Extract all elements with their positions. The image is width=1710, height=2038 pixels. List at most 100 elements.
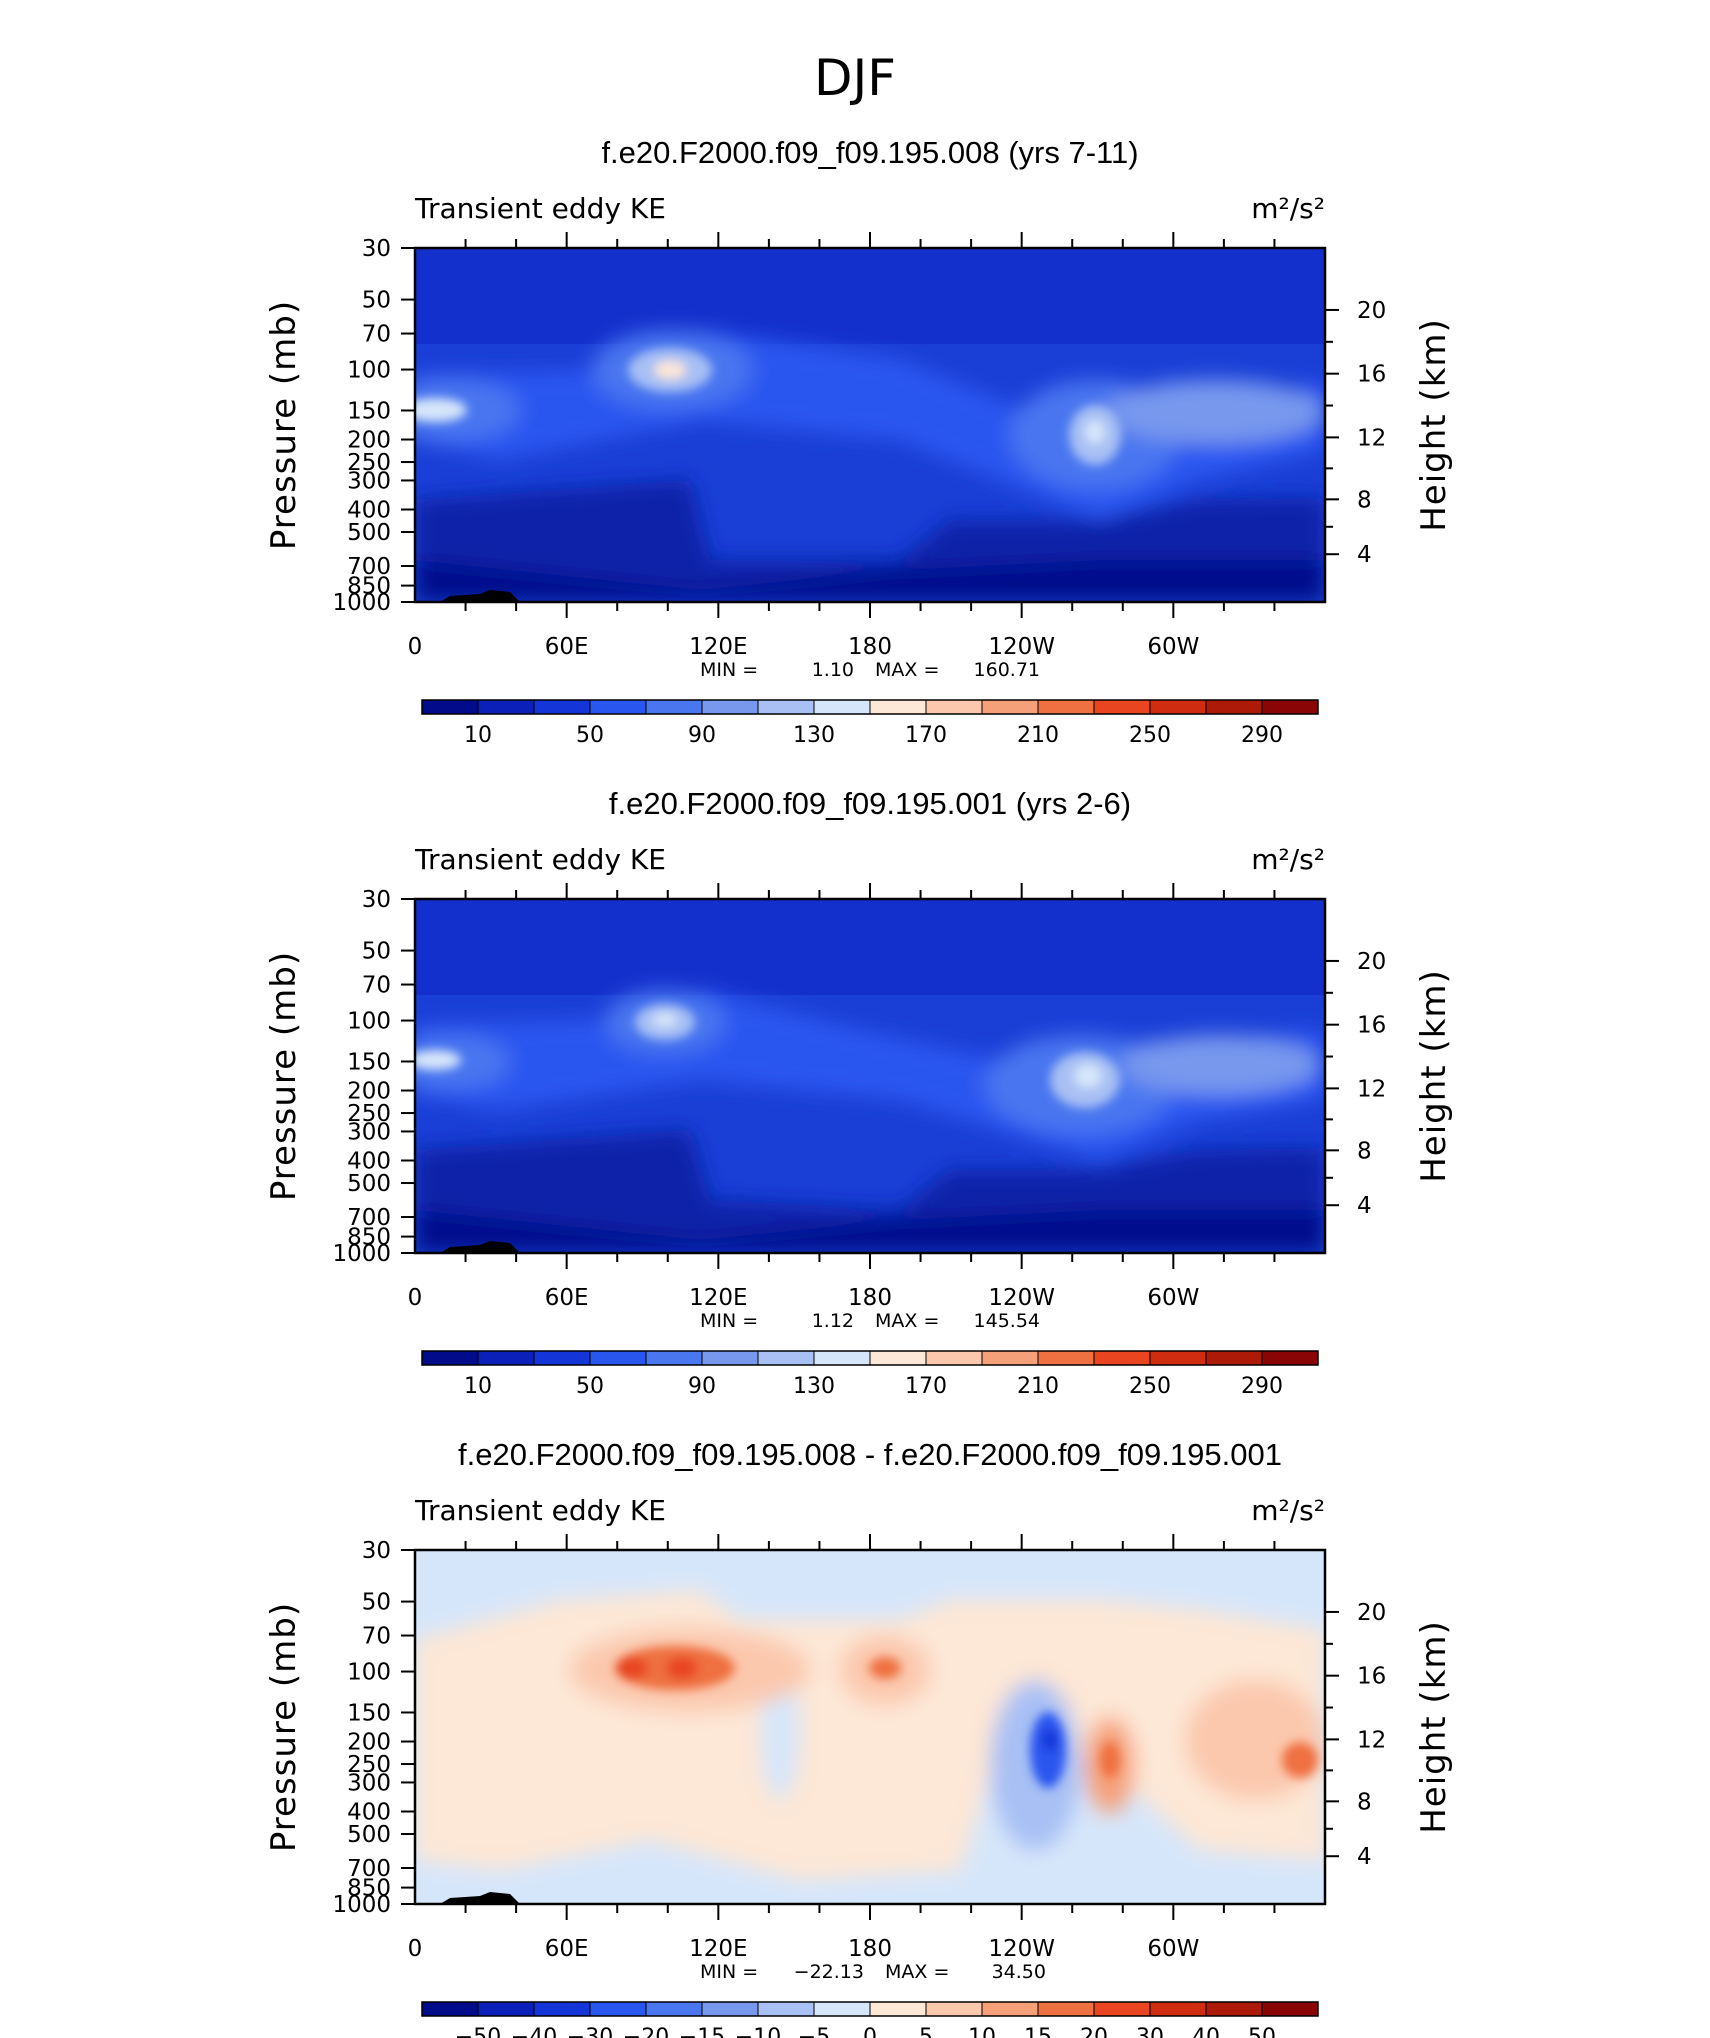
- panel-3-max-label: MAX =: [885, 1961, 949, 1983]
- x-tick-label: 120W: [988, 1936, 1055, 1962]
- x-tick-label: 180: [848, 1936, 892, 1962]
- colorbar-label: 90: [688, 723, 716, 748]
- x-tick-label: 120E: [689, 634, 747, 660]
- x-tick-label: 120E: [689, 1285, 747, 1311]
- y-tick-label: 300: [347, 1119, 391, 1145]
- colorbar-swatch: [758, 1351, 815, 1365]
- field-max-west: [415, 398, 467, 422]
- y-tick-label: 850: [347, 1225, 391, 1251]
- field-stratosphere: [415, 899, 1325, 995]
- y-tick-label: 50: [362, 939, 391, 965]
- y-tick-label: 700: [347, 1205, 391, 1231]
- y2-axis-title: Height (km): [1414, 318, 1454, 532]
- colorbar-swatch: [1094, 700, 1151, 714]
- field-jet-west: [415, 1034, 510, 1090]
- panel-3-units: m²/s²: [1251, 1494, 1325, 1527]
- colorbar-swatch: [1262, 1351, 1319, 1365]
- colorbar-swatch: [758, 2002, 815, 2016]
- y2-tick-label: 8: [1357, 1789, 1372, 1815]
- x-tick-label: 60E: [545, 1936, 589, 1962]
- colorbar-swatch: [702, 1351, 759, 1365]
- panel-2-max-label: MAX =: [875, 1310, 939, 1332]
- y-tick-label: 30: [362, 887, 391, 913]
- colorbar-label: −5: [798, 2025, 830, 2038]
- panel-1-min-value: 1.10: [812, 659, 854, 681]
- y-tick-label: 300: [347, 1770, 391, 1796]
- x-tick-label: 180: [848, 1285, 892, 1311]
- colorbar-swatch: [590, 2002, 647, 2016]
- colorbar-swatch: [646, 700, 703, 714]
- x-tick-label: 120E: [689, 1936, 747, 1962]
- y-tick-label: 250: [347, 1101, 391, 1127]
- colorbar-label: 130: [793, 723, 835, 748]
- colorbar-swatch: [422, 1351, 479, 1365]
- colorbar-swatch: [982, 700, 1039, 714]
- colorbar-swatch: [1262, 700, 1319, 714]
- field-max-1-core: [653, 1013, 677, 1027]
- colorbar-swatch: [478, 1351, 535, 1365]
- field-boundary-layer: [415, 1210, 1325, 1253]
- y-tick-label: 250: [347, 1752, 391, 1778]
- colorbar-swatch: [422, 700, 479, 714]
- y-tick-label: 30: [362, 236, 391, 262]
- y-tick-label: 50: [362, 288, 391, 314]
- colorbar-swatch: [1150, 700, 1207, 714]
- panel-3-title: f.e20.F2000.f09_f09.195.008 - f.e20.F200…: [458, 1437, 1282, 1472]
- y2-tick-label: 20: [1357, 298, 1386, 324]
- y-tick-label: 500: [347, 1822, 391, 1848]
- colorbar-label: −20: [623, 2025, 669, 2038]
- y-axis-title: Pressure (mb): [264, 300, 304, 550]
- colorbar-swatch: [590, 700, 647, 714]
- colorbar-label: 10: [464, 1374, 492, 1399]
- y-tick-label: 300: [347, 468, 391, 494]
- y-tick-label: 200: [347, 1730, 391, 1756]
- y2-tick-label: 12: [1357, 1727, 1386, 1753]
- y-tick-label: 100: [347, 358, 391, 384]
- colorbar-label: 5: [919, 2025, 933, 2038]
- x-tick-label: 60E: [545, 634, 589, 660]
- y-tick-label: 400: [347, 1148, 391, 1174]
- colorbar-label: 90: [688, 1374, 716, 1399]
- y-axis-title: Pressure (mb): [264, 1602, 304, 1852]
- figure-title: DJF: [814, 49, 896, 107]
- y2-tick-label: 12: [1357, 425, 1386, 451]
- y2-tick-label: 4: [1357, 1844, 1372, 1870]
- field-max-2-core: [1085, 420, 1105, 444]
- y-tick-label: 200: [347, 1079, 391, 1105]
- panel-2-max-value: 145.54: [974, 1310, 1040, 1332]
- y2-tick-label: 4: [1357, 542, 1372, 568]
- colorbar-swatch: [478, 700, 535, 714]
- colorbar-swatch: [702, 700, 759, 714]
- y-tick-label: 150: [347, 1049, 391, 1075]
- colorbar-swatch: [534, 700, 591, 714]
- y-tick-label: 50: [362, 1590, 391, 1616]
- panel-2: f.e20.F2000.f09_f09.195.001 (yrs 2-6) Tr…: [264, 786, 1454, 1399]
- y-tick-label: 70: [362, 322, 391, 348]
- colorbar-label: −50: [455, 2025, 501, 2038]
- field-pos-max-1a: [616, 1657, 648, 1679]
- field-pos-3: [1185, 1680, 1325, 1800]
- panel-3-min-value: −22.13: [794, 1961, 864, 1983]
- y-tick-label: 70: [362, 973, 391, 999]
- x-tick-label: 60E: [545, 1285, 589, 1311]
- x-tick-label: 120W: [988, 634, 1055, 660]
- field-max-1-core: [654, 361, 686, 379]
- panel-3-max-value: 34.50: [992, 1961, 1046, 1983]
- colorbar-label: 290: [1241, 723, 1283, 748]
- colorbar-swatch: [534, 2002, 591, 2016]
- y2-tick-label: 12: [1357, 1076, 1386, 1102]
- panel-1-title: f.e20.F2000.f09_f09.195.008 (yrs 7-11): [601, 135, 1138, 170]
- y-tick-label: 30: [362, 1538, 391, 1564]
- field-stratosphere: [415, 248, 1325, 344]
- colorbar-label: 210: [1017, 1374, 1059, 1399]
- y-tick-label: 250: [347, 450, 391, 476]
- colorbar-label: 40: [1192, 2025, 1220, 2038]
- y2-tick-label: 16: [1357, 1664, 1386, 1690]
- colorbar-swatch: [590, 1351, 647, 1365]
- colorbar-swatch: [982, 2002, 1039, 2016]
- panel-3-min-label: MIN =: [700, 1961, 758, 1983]
- colorbar-swatch: [1206, 1351, 1263, 1365]
- colorbar-label: −30: [567, 2025, 613, 2038]
- colorbar-label: 0: [863, 2025, 877, 2038]
